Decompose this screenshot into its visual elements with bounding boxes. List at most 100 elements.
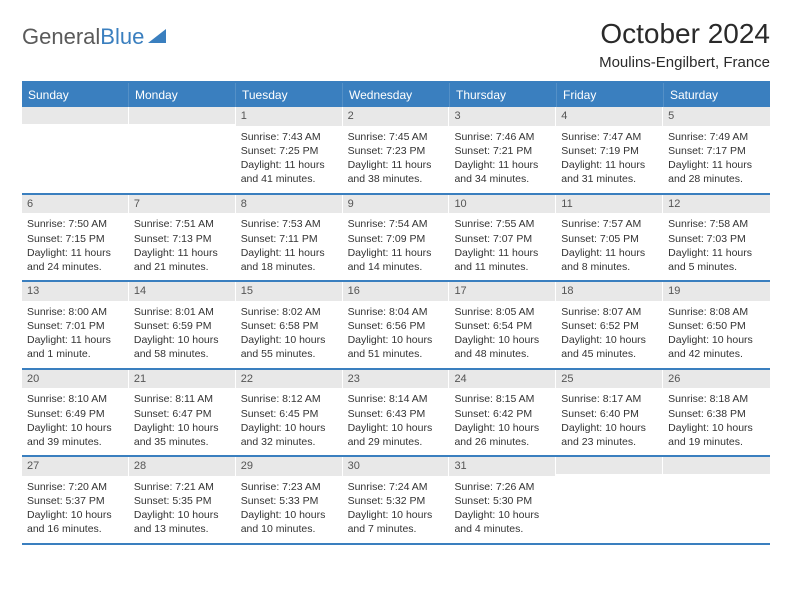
day-number: 25 [556, 370, 663, 389]
day-info-line: Sunset: 7:15 PM [27, 232, 124, 246]
day-info-line: Sunrise: 7:45 AM [348, 130, 445, 144]
day-cell: 31Sunrise: 7:26 AMSunset: 5:30 PMDayligh… [449, 457, 556, 543]
day-info-line: Sunrise: 7:43 AM [241, 130, 338, 144]
day-info-line: Daylight: 11 hours and 14 minutes. [348, 246, 445, 274]
day-info-line: Daylight: 10 hours and 29 minutes. [348, 421, 445, 449]
day-cell: 13Sunrise: 8:00 AMSunset: 7:01 PMDayligh… [22, 282, 129, 368]
day-body: Sunrise: 7:50 AMSunset: 7:15 PMDaylight:… [22, 213, 129, 280]
day-info-line: Sunrise: 7:23 AM [241, 480, 338, 494]
day-info-line: Sunrise: 7:51 AM [134, 217, 231, 231]
week-row: 13Sunrise: 8:00 AMSunset: 7:01 PMDayligh… [22, 282, 770, 370]
day-info-line: Daylight: 11 hours and 24 minutes. [27, 246, 124, 274]
day-body: Sunrise: 8:14 AMSunset: 6:43 PMDaylight:… [343, 388, 450, 455]
day-body: Sunrise: 8:18 AMSunset: 6:38 PMDaylight:… [663, 388, 770, 455]
day-number: 22 [236, 370, 343, 389]
month-title: October 2024 [599, 18, 770, 50]
day-info-line: Sunset: 7:19 PM [561, 144, 658, 158]
day-number: 30 [343, 457, 450, 476]
day-number: 11 [556, 195, 663, 214]
day-info-line: Daylight: 10 hours and 51 minutes. [348, 333, 445, 361]
day-info-line: Sunset: 5:33 PM [241, 494, 338, 508]
day-info-line: Daylight: 11 hours and 11 minutes. [454, 246, 551, 274]
day-body: Sunrise: 8:04 AMSunset: 6:56 PMDaylight:… [343, 301, 450, 368]
day-body: Sunrise: 7:51 AMSunset: 7:13 PMDaylight:… [129, 213, 236, 280]
day-info-line: Daylight: 11 hours and 31 minutes. [561, 158, 658, 186]
day-info-line: Sunrise: 7:55 AM [454, 217, 551, 231]
day-body: Sunrise: 8:17 AMSunset: 6:40 PMDaylight:… [556, 388, 663, 455]
day-info-line: Daylight: 11 hours and 1 minute. [27, 333, 124, 361]
day-cell: 17Sunrise: 8:05 AMSunset: 6:54 PMDayligh… [449, 282, 556, 368]
day-cell: 28Sunrise: 7:21 AMSunset: 5:35 PMDayligh… [129, 457, 236, 543]
day-info-line: Daylight: 10 hours and 32 minutes. [241, 421, 338, 449]
day-info-line: Sunset: 6:38 PM [668, 407, 765, 421]
day-cell: 12Sunrise: 7:58 AMSunset: 7:03 PMDayligh… [663, 195, 770, 281]
day-body: Sunrise: 8:05 AMSunset: 6:54 PMDaylight:… [449, 301, 556, 368]
day-info-line: Daylight: 11 hours and 21 minutes. [134, 246, 231, 274]
day-cell: 10Sunrise: 7:55 AMSunset: 7:07 PMDayligh… [449, 195, 556, 281]
day-info-line: Sunset: 7:13 PM [134, 232, 231, 246]
day-info-line: Sunrise: 7:47 AM [561, 130, 658, 144]
day-info-line: Sunrise: 8:02 AM [241, 305, 338, 319]
day-info-line: Sunset: 7:09 PM [348, 232, 445, 246]
day-header-row: SundayMondayTuesdayWednesdayThursdayFrid… [22, 83, 770, 107]
location: Moulins-Engilbert, France [599, 54, 770, 71]
day-number: 8 [236, 195, 343, 214]
day-info-line: Sunset: 7:17 PM [668, 144, 765, 158]
day-info-line: Sunrise: 8:11 AM [134, 392, 231, 406]
day-number: 18 [556, 282, 663, 301]
day-info-line: Sunrise: 7:20 AM [27, 480, 124, 494]
day-info-line: Sunrise: 8:00 AM [27, 305, 124, 319]
day-info-line: Sunset: 6:54 PM [454, 319, 551, 333]
week-row: 27Sunrise: 7:20 AMSunset: 5:37 PMDayligh… [22, 457, 770, 545]
day-body: Sunrise: 7:49 AMSunset: 7:17 PMDaylight:… [663, 126, 770, 193]
day-cell: 7Sunrise: 7:51 AMSunset: 7:13 PMDaylight… [129, 195, 236, 281]
day-info-line: Daylight: 11 hours and 28 minutes. [668, 158, 765, 186]
week-row: 1Sunrise: 7:43 AMSunset: 7:25 PMDaylight… [22, 107, 770, 195]
day-number: 19 [663, 282, 770, 301]
day-info-line: Sunrise: 8:10 AM [27, 392, 124, 406]
day-info-line: Daylight: 10 hours and 10 minutes. [241, 508, 338, 536]
day-body: Sunrise: 8:10 AMSunset: 6:49 PMDaylight:… [22, 388, 129, 455]
day-number: 15 [236, 282, 343, 301]
day-body: Sunrise: 7:45 AMSunset: 7:23 PMDaylight:… [343, 126, 450, 193]
day-number [556, 457, 663, 474]
day-header: Friday [557, 83, 664, 107]
day-info-line: Sunset: 6:45 PM [241, 407, 338, 421]
day-info-line: Sunset: 6:59 PM [134, 319, 231, 333]
day-info-line: Sunset: 7:05 PM [561, 232, 658, 246]
day-info-line: Sunset: 6:52 PM [561, 319, 658, 333]
day-number: 27 [22, 457, 129, 476]
day-body: Sunrise: 8:02 AMSunset: 6:58 PMDaylight:… [236, 301, 343, 368]
day-body: Sunrise: 7:58 AMSunset: 7:03 PMDaylight:… [663, 213, 770, 280]
day-info-line: Sunrise: 8:15 AM [454, 392, 551, 406]
day-cell: 1Sunrise: 7:43 AMSunset: 7:25 PMDaylight… [236, 107, 343, 193]
day-info-line: Sunrise: 7:53 AM [241, 217, 338, 231]
day-info-line: Daylight: 10 hours and 42 minutes. [668, 333, 765, 361]
day-info-line: Daylight: 10 hours and 19 minutes. [668, 421, 765, 449]
logo-word-1: General [22, 24, 100, 50]
day-cell: 22 Sunrise: 8:12 AMSunset: 6:45 PMDayligh… [236, 370, 343, 456]
day-info-line: Sunrise: 8:04 AM [348, 305, 445, 319]
day-number: 13 [22, 282, 129, 301]
day-body: Sunrise: 7:21 AMSunset: 5:35 PMDaylight:… [129, 476, 236, 543]
day-info-line: Sunset: 7:25 PM [241, 144, 338, 158]
day-number: 20 [22, 370, 129, 389]
logo: GeneralBlue [22, 24, 166, 50]
day-info-line: Daylight: 10 hours and 35 minutes. [134, 421, 231, 449]
day-cell: 24Sunrise: 8:15 AMSunset: 6:42 PMDayligh… [449, 370, 556, 456]
day-cell: 8Sunrise: 7:53 AMSunset: 7:11 PMDaylight… [236, 195, 343, 281]
day-info-line: Sunrise: 8:12 AM [241, 392, 338, 406]
day-cell: 25Sunrise: 8:17 AMSunset: 6:40 PMDayligh… [556, 370, 663, 456]
day-body: Sunrise: 7:53 AMSunset: 7:11 PMDaylight:… [236, 213, 343, 280]
day-number: 2 [343, 107, 450, 126]
day-number: 5 [663, 107, 770, 126]
day-cell: 9Sunrise: 7:54 AMSunset: 7:09 PMDaylight… [343, 195, 450, 281]
day-body: Sunrise: 8:07 AMSunset: 6:52 PMDaylight:… [556, 301, 663, 368]
day-body: Sunrise: 8:01 AMSunset: 6:59 PMDaylight:… [129, 301, 236, 368]
day-info-line: Daylight: 10 hours and 16 minutes. [27, 508, 124, 536]
day-cell: 11Sunrise: 7:57 AMSunset: 7:05 PMDayligh… [556, 195, 663, 281]
day-body: Sunrise: 7:54 AMSunset: 7:09 PMDaylight:… [343, 213, 450, 280]
day-cell: 23Sunrise: 8:14 AMSunset: 6:43 PMDayligh… [343, 370, 450, 456]
day-header: Wednesday [343, 83, 450, 107]
day-info-line: Sunrise: 8:07 AM [561, 305, 658, 319]
